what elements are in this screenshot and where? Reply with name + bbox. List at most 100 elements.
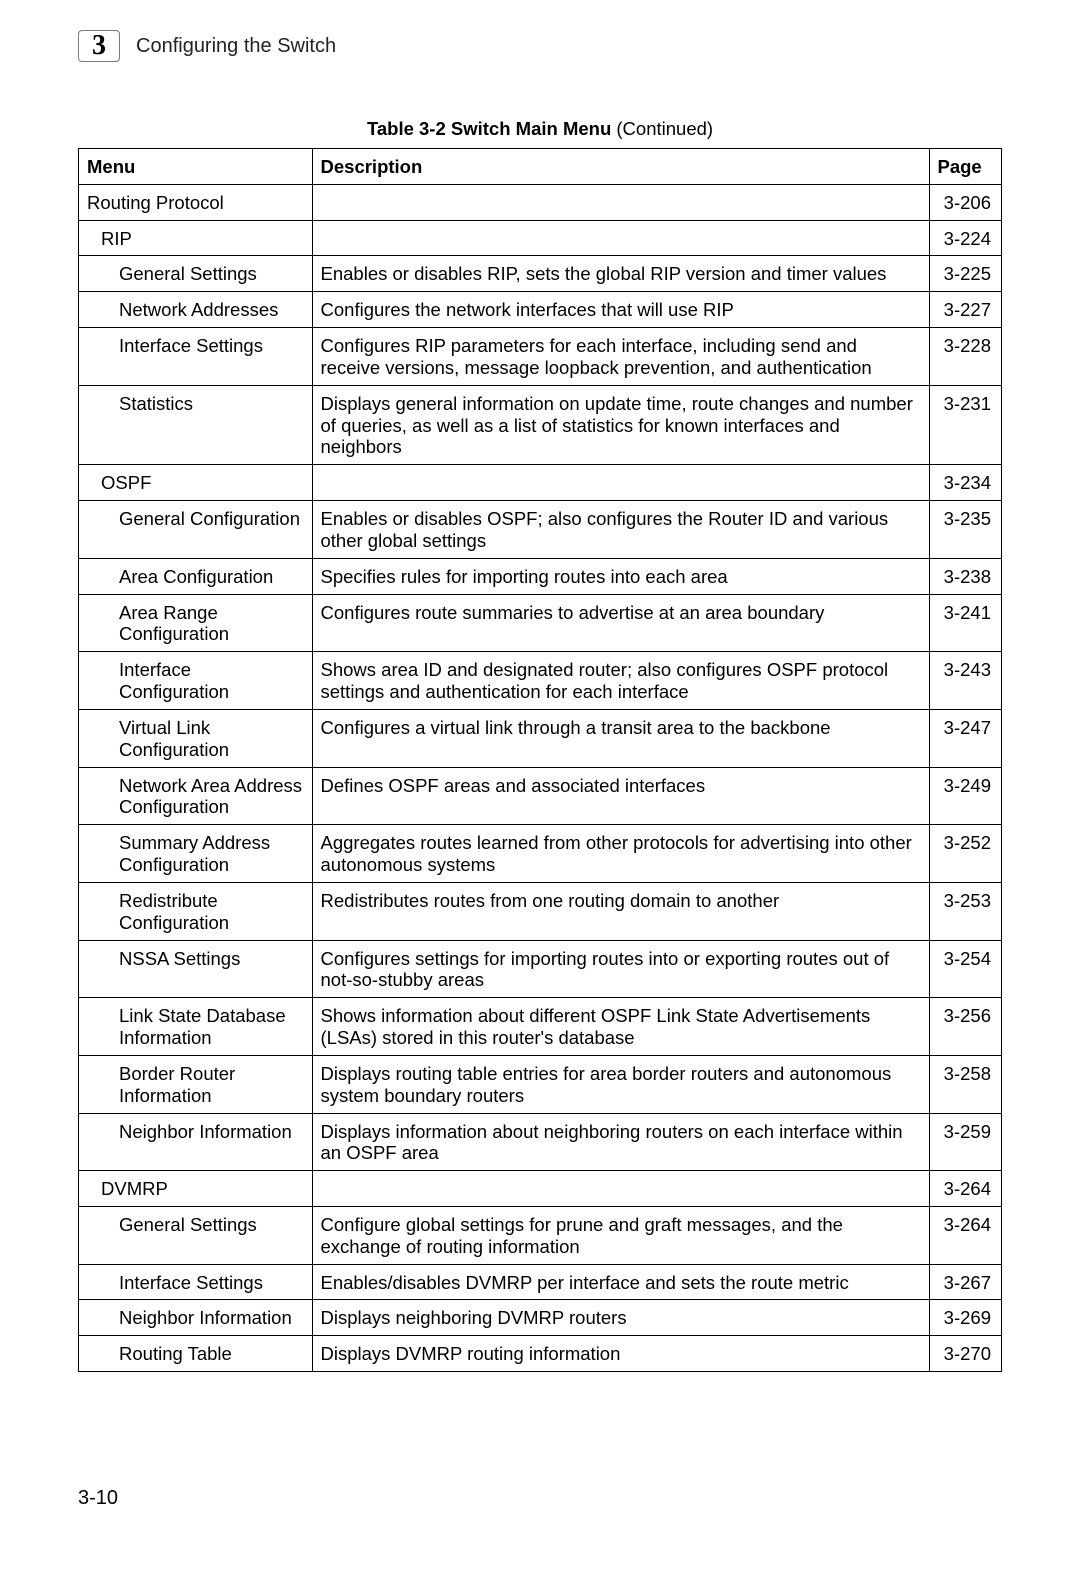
col-page: Page: [929, 149, 1001, 184]
menu-cell: Neighbor Information: [79, 1113, 312, 1171]
description-cell: Redistributes routes from one routing do…: [312, 882, 929, 940]
table-row: General ConfigurationEnables or disables…: [79, 501, 1001, 559]
page-cell: 3-267: [929, 1264, 1001, 1300]
description-cell: Aggregates routes learned from other pro…: [312, 825, 929, 883]
table-row: Area Range ConfigurationConfigures route…: [79, 594, 1001, 652]
chapter-badge: 3: [78, 30, 120, 62]
description-cell: Displays neighboring DVMRP routers: [312, 1300, 929, 1336]
description-cell: Shows information about different OSPF L…: [312, 998, 929, 1056]
page-cell: 3-264: [929, 1206, 1001, 1264]
document-page: 3 Configuring the Switch Table 3-2 Switc…: [0, 0, 1080, 1570]
table-row: Neighbor InformationDisplays information…: [79, 1113, 1001, 1171]
table-row: Area ConfigurationSpecifies rules for im…: [79, 558, 1001, 594]
description-cell: Configure global settings for prune and …: [312, 1206, 929, 1264]
table-row: Interface SettingsConfigures RIP paramet…: [79, 328, 1001, 386]
table-header-row: Menu Description Page: [79, 149, 1001, 184]
page-cell: 3-259: [929, 1113, 1001, 1171]
page-cell: 3-225: [929, 256, 1001, 292]
description-cell: [312, 220, 929, 256]
chapter-title: Configuring the Switch: [136, 35, 336, 58]
table-row: Interface ConfigurationShows area ID and…: [79, 652, 1001, 710]
page-cell: 3-264: [929, 1171, 1001, 1207]
menu-cell: Network Area Address Configuration: [79, 767, 312, 825]
menu-cell: Neighbor Information: [79, 1300, 312, 1336]
page-cell: 3-270: [929, 1336, 1001, 1371]
page-cell: 3-249: [929, 767, 1001, 825]
page-cell: 3-234: [929, 465, 1001, 501]
description-cell: Displays routing table entries for area …: [312, 1055, 929, 1113]
table-row: Virtual Link ConfigurationConfigures a v…: [79, 709, 1001, 767]
description-cell: Enables or disables OSPF; also configure…: [312, 501, 929, 559]
table-caption-rest: (Continued): [611, 118, 713, 139]
table-row: General SettingsEnables or disables RIP,…: [79, 256, 1001, 292]
page-cell: 3-243: [929, 652, 1001, 710]
page-cell: 3-231: [929, 385, 1001, 464]
switch-menu-table: Menu Description Page Routing Protocol 3-…: [78, 148, 1002, 1372]
menu-cell: Border Router Information: [79, 1055, 312, 1113]
description-cell: Configures settings for importing routes…: [312, 940, 929, 998]
page-header: 3 Configuring the Switch: [78, 30, 1002, 62]
description-cell: Displays DVMRP routing information: [312, 1336, 929, 1371]
table-row: Neighbor InformationDisplays neighboring…: [79, 1300, 1001, 1336]
table-row: RIP3-224: [79, 220, 1001, 256]
menu-cell: General Settings: [79, 256, 312, 292]
menu-cell: Virtual Link Configuration: [79, 709, 312, 767]
table-row: NSSA SettingsConfigures settings for imp…: [79, 940, 1001, 998]
menu-cell: Interface Configuration: [79, 652, 312, 710]
menu-cell: Area Configuration: [79, 558, 312, 594]
page-cell: 3-235: [929, 501, 1001, 559]
description-cell: Configures a virtual link through a tran…: [312, 709, 929, 767]
menu-cell: DVMRP: [79, 1171, 312, 1207]
col-menu: Menu: [79, 149, 312, 184]
description-cell: Configures RIP parameters for each inter…: [312, 328, 929, 386]
menu-cell: Routing Table: [79, 1336, 312, 1371]
page-cell: 3-227: [929, 292, 1001, 328]
menu-cell: Interface Settings: [79, 1264, 312, 1300]
menu-cell: Routing Protocol: [79, 184, 312, 220]
description-cell: Defines OSPF areas and associated interf…: [312, 767, 929, 825]
chapter-number: 3: [92, 30, 106, 62]
menu-cell: NSSA Settings: [79, 940, 312, 998]
menu-cell: Summary Address Configuration: [79, 825, 312, 883]
table-row: Routing TableDisplays DVMRP routing info…: [79, 1336, 1001, 1371]
table-row: Network Area Address ConfigurationDefine…: [79, 767, 1001, 825]
description-cell: Specifies rules for importing routes int…: [312, 558, 929, 594]
menu-cell: Redistribute Configuration: [79, 882, 312, 940]
page-cell: 3-253: [929, 882, 1001, 940]
menu-cell: Area Range Configuration: [79, 594, 312, 652]
table-row: Interface SettingsEnables/disables DVMRP…: [79, 1264, 1001, 1300]
table: Menu Description Page Routing Protocol 3-…: [79, 149, 1001, 1371]
table-row: Link State Database InformationShows inf…: [79, 998, 1001, 1056]
menu-cell: Network Addresses: [79, 292, 312, 328]
description-cell: Enables or disables RIP, sets the global…: [312, 256, 929, 292]
page-cell: 3-258: [929, 1055, 1001, 1113]
description-cell: Configures route summaries to advertise …: [312, 594, 929, 652]
page-cell: 3-228: [929, 328, 1001, 386]
page-cell: 3-247: [929, 709, 1001, 767]
page-cell: 3-224: [929, 220, 1001, 256]
description-cell: [312, 465, 929, 501]
table-row: Routing Protocol 3-206: [79, 184, 1001, 220]
page-cell: 3-254: [929, 940, 1001, 998]
table-body: Routing Protocol3-206RIP3-224General Set…: [79, 184, 1001, 1371]
table-row: Network AddressesConfigures the network …: [79, 292, 1001, 328]
footer-page-number: 3-10: [78, 1487, 118, 1510]
menu-cell: General Settings: [79, 1206, 312, 1264]
menu-cell: Interface Settings: [79, 328, 312, 386]
table-row: OSPF 3-234: [79, 465, 1001, 501]
table-row: Border Router InformationDisplays routin…: [79, 1055, 1001, 1113]
menu-cell: OSPF: [79, 465, 312, 501]
description-cell: [312, 184, 929, 220]
description-cell: Configures the network interfaces that w…: [312, 292, 929, 328]
page-cell: 3-206: [929, 184, 1001, 220]
page-cell: 3-252: [929, 825, 1001, 883]
table-row: General SettingsConfigure global setting…: [79, 1206, 1001, 1264]
table-row: DVMRP 3-264: [79, 1171, 1001, 1207]
description-cell: Enables/disables DVMRP per interface and…: [312, 1264, 929, 1300]
page-cell: 3-269: [929, 1300, 1001, 1336]
description-cell: Displays information about neighboring r…: [312, 1113, 929, 1171]
menu-cell: Statistics: [79, 385, 312, 464]
table-row: Summary Address ConfigurationAggregates …: [79, 825, 1001, 883]
description-cell: Shows area ID and designated router; als…: [312, 652, 929, 710]
table-row: Redistribute ConfigurationRedistributes …: [79, 882, 1001, 940]
